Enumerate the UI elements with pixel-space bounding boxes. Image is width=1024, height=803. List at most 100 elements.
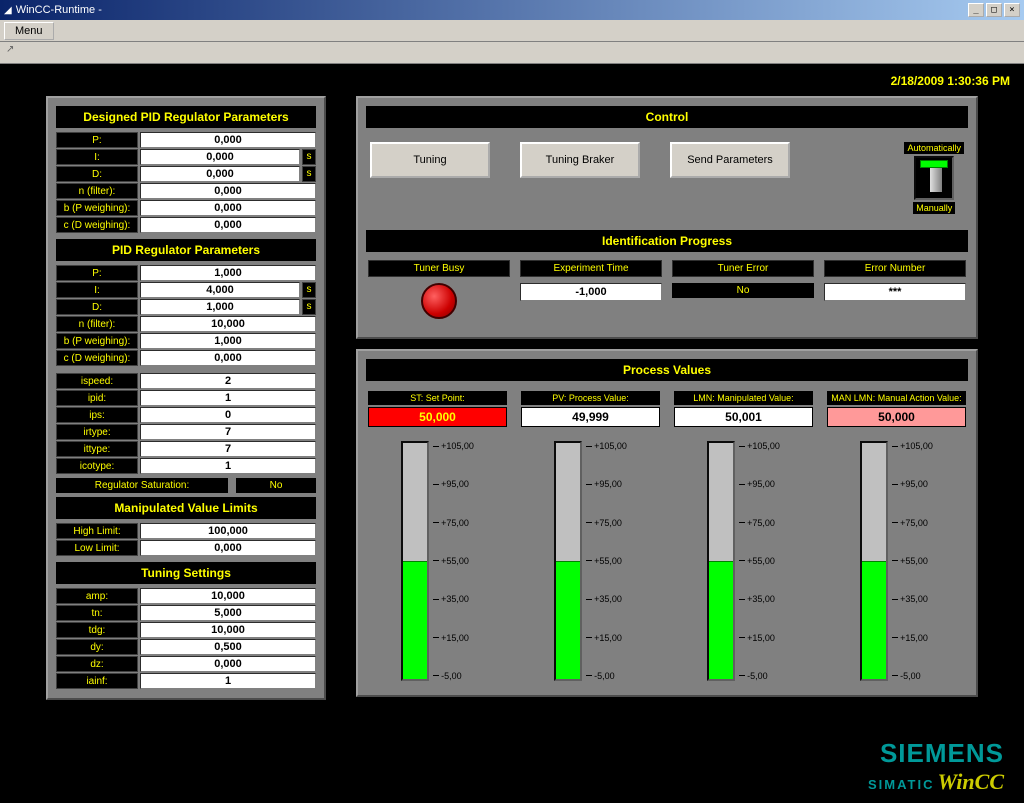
- process-value: 50,000: [368, 407, 507, 427]
- mode-switch[interactable]: Automatically Manually: [904, 142, 964, 214]
- bar-scale: +105,00+95,00+75,00+55,00+35,00+15,00-5,…: [739, 441, 780, 681]
- toolbar: ↗: [0, 42, 1024, 64]
- process-panel: Process Values ST: Set Point: 50,000 +105,…: [356, 349, 978, 697]
- field-value[interactable]: 0,500: [140, 639, 316, 655]
- field-row: b (P weighing):1,000: [56, 333, 316, 349]
- field-value[interactable]: 100,000: [140, 523, 316, 539]
- send-parameters-button[interactable]: Send Parameters: [670, 142, 790, 178]
- window-titlebar: ◢ WinCC-Runtime - _ □ ×: [0, 0, 1024, 20]
- field-value: 0,000: [140, 183, 316, 199]
- idprog-head: Error Number: [824, 260, 966, 277]
- bar-gauge: [707, 441, 735, 681]
- field-row: b (P weighing):0,000: [56, 200, 316, 216]
- field-label: ispeed:: [56, 373, 138, 389]
- regulator-saturation-label: Regulator Saturation:: [56, 478, 228, 493]
- switch-auto-label: Automatically: [904, 142, 964, 154]
- field-value[interactable]: 7: [140, 424, 316, 440]
- field-label: b (P weighing):: [56, 333, 138, 349]
- idprog-value: -1,000: [520, 283, 662, 301]
- field-value[interactable]: 1: [140, 673, 316, 689]
- field-label: amp:: [56, 588, 138, 604]
- field-row: n (filter):10,000: [56, 316, 316, 332]
- field-label: ipid:: [56, 390, 138, 406]
- left-panel: Designed PID Regulator Parameters P:0,00…: [46, 96, 326, 700]
- field-value[interactable]: 1,000: [140, 299, 300, 315]
- field-value[interactable]: 1,000: [140, 265, 316, 281]
- bar-gauge: [554, 441, 582, 681]
- field-row: dz:0,000: [56, 656, 316, 672]
- field-label: iainf:: [56, 673, 138, 689]
- field-value[interactable]: 0,000: [140, 656, 316, 672]
- field-label: tn:: [56, 605, 138, 621]
- field-value[interactable]: 10,000: [140, 316, 316, 332]
- field-unit: s: [302, 299, 316, 315]
- close-button[interactable]: ×: [1004, 3, 1020, 17]
- field-label: P:: [56, 265, 138, 281]
- field-row: tdg:10,000: [56, 622, 316, 638]
- field-label: ittype:: [56, 441, 138, 457]
- field-value[interactable]: 2: [140, 373, 316, 389]
- window-title: WinCC-Runtime -: [16, 4, 102, 16]
- process-head: PV: Process Value:: [521, 391, 660, 405]
- tuner-busy-led: [421, 283, 457, 319]
- field-label: n (filter):: [56, 183, 138, 199]
- menu-button[interactable]: Menu: [4, 22, 54, 40]
- field-label: c (D weighing):: [56, 350, 138, 366]
- field-row: ittype:7: [56, 441, 316, 457]
- idprog-header: Identification Progress: [366, 230, 968, 252]
- manip-header: Manipulated Value Limits: [56, 497, 316, 519]
- field-value[interactable]: 0,000: [140, 540, 316, 556]
- menubar: Menu: [0, 20, 1024, 42]
- bar-scale: +105,00+95,00+75,00+55,00+35,00+15,00-5,…: [433, 441, 474, 681]
- field-label: ips:: [56, 407, 138, 423]
- idprog-value: No: [672, 283, 814, 298]
- process-value: 50,001: [674, 407, 813, 427]
- regulator-saturation-value: No: [236, 478, 316, 493]
- field-value[interactable]: 4,000: [140, 282, 300, 298]
- field-value: 0,000: [140, 200, 316, 216]
- field-label: I:: [56, 149, 138, 165]
- idprog-head: Tuner Error: [672, 260, 814, 277]
- field-unit: s: [302, 166, 316, 182]
- switch-icon[interactable]: [914, 156, 954, 200]
- app-icon: ◢: [4, 5, 12, 16]
- field-row: ipid:1: [56, 390, 316, 406]
- process-col: LMN: Manipulated Value:50,001+105,00+95,…: [674, 391, 813, 681]
- maximize-button[interactable]: □: [986, 3, 1002, 17]
- field-row: c (D weighing):0,000: [56, 350, 316, 366]
- field-value[interactable]: 1: [140, 458, 316, 474]
- field-row: icotype:1: [56, 458, 316, 474]
- tuning-button[interactable]: Tuning: [370, 142, 490, 178]
- field-value[interactable]: 7: [140, 441, 316, 457]
- field-value[interactable]: 5,000: [140, 605, 316, 621]
- minimize-button[interactable]: _: [968, 3, 984, 17]
- bar-gauge: [860, 441, 888, 681]
- process-head: ST: Set Point:: [368, 391, 507, 405]
- bar-scale: +105,00+95,00+75,00+55,00+35,00+15,00-5,…: [892, 441, 933, 681]
- field-value[interactable]: 1: [140, 390, 316, 406]
- field-value[interactable]: 0,000: [140, 350, 316, 366]
- field-row: I:4,000s: [56, 282, 316, 298]
- field-value[interactable]: 10,000: [140, 588, 316, 604]
- field-label: High Limit:: [56, 523, 138, 539]
- idprog-col: Tuner Error No: [672, 260, 814, 319]
- field-value[interactable]: 10,000: [140, 622, 316, 638]
- field-label: dz:: [56, 656, 138, 672]
- field-value[interactable]: 1,000: [140, 333, 316, 349]
- field-label: irtype:: [56, 424, 138, 440]
- tuning-braker-button[interactable]: Tuning Braker: [520, 142, 640, 178]
- field-row: iainf:1: [56, 673, 316, 689]
- idprog-value: ***: [824, 283, 966, 301]
- control-panel: Control Tuning Tuning Braker Send Parame…: [356, 96, 978, 339]
- field-row: tn:5,000: [56, 605, 316, 621]
- field-label: n (filter):: [56, 316, 138, 332]
- field-label: Low Limit:: [56, 540, 138, 556]
- tuning-header: Tuning Settings: [56, 562, 316, 584]
- field-label: tdg:: [56, 622, 138, 638]
- field-row: c (D weighing):0,000: [56, 217, 316, 233]
- field-row: n (filter):0,000: [56, 183, 316, 199]
- field-row: P:1,000: [56, 265, 316, 281]
- idprog-col: Error Number ***: [824, 260, 966, 319]
- field-value[interactable]: 0: [140, 407, 316, 423]
- process-header: Process Values: [366, 359, 968, 381]
